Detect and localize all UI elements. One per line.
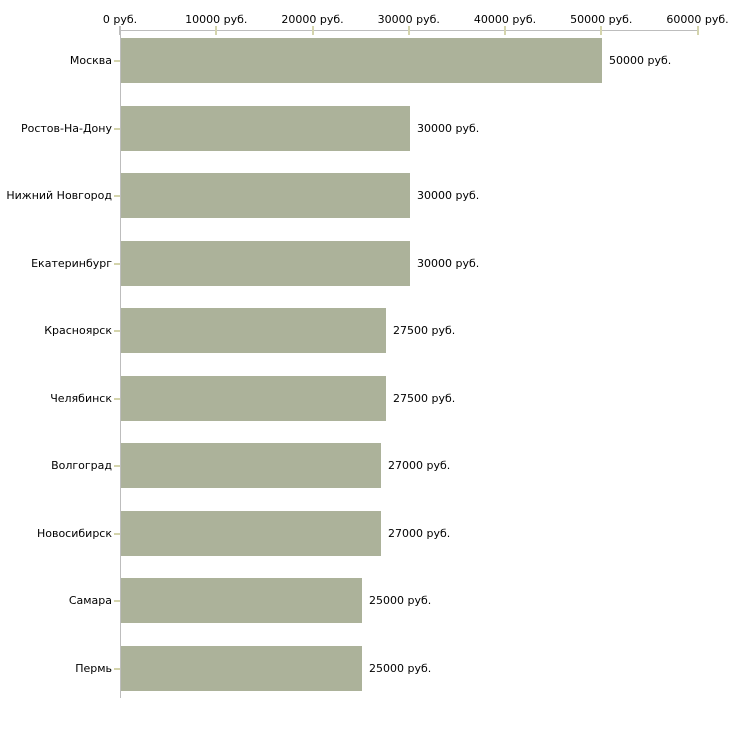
category-label: Екатеринбург bbox=[31, 256, 112, 270]
bar-row: Челябинск 27500 руб. bbox=[0, 375, 730, 421]
value-label: 30000 руб. bbox=[417, 121, 480, 135]
bar bbox=[121, 105, 410, 151]
x-axis-tick bbox=[600, 26, 603, 35]
category-label: Красноярск bbox=[44, 324, 112, 338]
x-axis-tick bbox=[119, 26, 121, 35]
category-label: Нижний Новгород bbox=[6, 189, 112, 203]
bar-row: Новосибирск 27000 руб. bbox=[0, 510, 730, 556]
category-label: Новосибирск bbox=[36, 526, 112, 540]
category-tick bbox=[114, 532, 120, 535]
bar-row: Волгоград 27000 руб. bbox=[0, 443, 730, 489]
x-axis-tick-label: 50000 руб. bbox=[570, 13, 633, 26]
bar-row: Екатеринбург 30000 руб. bbox=[0, 240, 730, 286]
category-tick bbox=[114, 195, 120, 198]
category-label: Ростов-На-Дону bbox=[20, 121, 112, 135]
bar bbox=[121, 173, 410, 219]
bar bbox=[121, 38, 602, 83]
value-label: 27500 руб. bbox=[393, 324, 456, 338]
bar-row: Самара 25000 руб. bbox=[0, 578, 730, 624]
category-label: Челябинск bbox=[50, 391, 112, 405]
value-label: 50000 руб. bbox=[609, 54, 672, 67]
bar bbox=[121, 308, 386, 354]
value-label: 27000 руб. bbox=[388, 459, 451, 473]
category-tick bbox=[114, 667, 120, 670]
x-axis-tick bbox=[215, 26, 218, 35]
category-tick bbox=[114, 465, 120, 468]
x-axis-tick bbox=[311, 26, 314, 35]
x-axis-tick-label: 60000 руб. bbox=[666, 13, 729, 26]
category-tick bbox=[114, 330, 120, 333]
x-axis-tick-label: 10000 руб. bbox=[185, 13, 248, 26]
value-label: 30000 руб. bbox=[417, 189, 480, 203]
category-label: Москва bbox=[69, 54, 112, 67]
value-label: 25000 руб. bbox=[369, 661, 432, 675]
x-axis-tick bbox=[696, 26, 699, 35]
x-axis-tick-label: 20000 руб. bbox=[281, 13, 344, 26]
bar bbox=[121, 578, 362, 624]
bar-row: Красноярск 27500 руб. bbox=[0, 308, 730, 354]
x-axis-tick-label: 30000 руб. bbox=[377, 13, 440, 26]
bar-row: Ростов-На-Дону 30000 руб. bbox=[0, 105, 730, 151]
y-axis-line bbox=[120, 30, 121, 698]
bar-row: Пермь 25000 руб. bbox=[0, 645, 730, 691]
category-tick bbox=[114, 127, 120, 130]
bar bbox=[121, 240, 410, 286]
category-tick bbox=[114, 262, 120, 265]
category-label: Волгоград bbox=[51, 459, 112, 473]
category-tick bbox=[114, 60, 120, 62]
x-axis-tick bbox=[504, 26, 506, 35]
category-label: Самара bbox=[68, 594, 112, 608]
bar bbox=[121, 645, 362, 691]
bar-row: Москва 50000 руб. bbox=[0, 38, 730, 83]
value-label: 30000 руб. bbox=[417, 256, 480, 270]
x-axis-tick bbox=[407, 26, 410, 35]
category-label: Пермь bbox=[75, 661, 112, 675]
value-label: 27000 руб. bbox=[388, 526, 451, 540]
bar bbox=[121, 443, 381, 489]
bar bbox=[121, 510, 381, 556]
x-axis-tick-label: 0 руб. bbox=[102, 13, 138, 26]
category-tick bbox=[114, 397, 120, 400]
value-label: 27500 руб. bbox=[393, 391, 456, 405]
value-label: 25000 руб. bbox=[369, 594, 432, 608]
bar bbox=[121, 375, 386, 421]
bar-row: Нижний Новгород 30000 руб. bbox=[0, 173, 730, 219]
x-axis-tick-label: 40000 руб. bbox=[473, 13, 537, 26]
category-tick bbox=[114, 600, 120, 603]
